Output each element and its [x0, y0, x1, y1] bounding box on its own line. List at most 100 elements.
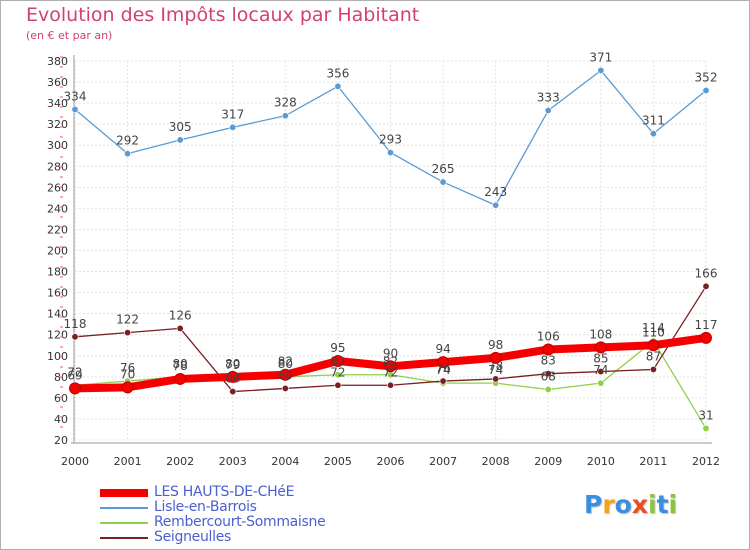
data-point: [647, 339, 660, 352]
data-point: [439, 178, 447, 186]
data-label: 82: [330, 355, 345, 369]
data-point: [281, 112, 289, 120]
data-point: [124, 329, 132, 337]
legend-swatch: [100, 507, 148, 509]
data-point: [702, 424, 710, 432]
data-point: [439, 377, 447, 385]
chart-subtitle: (en € et par an): [26, 29, 113, 42]
y-tick-label: 60: [54, 392, 68, 405]
data-point: [71, 333, 79, 341]
data-point: [281, 384, 289, 392]
x-tick-label: 2007: [429, 455, 457, 468]
data-point: [594, 341, 607, 354]
logo-letter: i: [648, 490, 657, 519]
data-label: 108: [589, 327, 612, 341]
data-label: 311: [642, 114, 665, 128]
logo-letter: x: [631, 490, 648, 519]
data-label: 305: [169, 120, 192, 134]
y-tick-label: 320: [47, 118, 68, 131]
data-point: [386, 149, 394, 157]
y-tick-label: 220: [47, 223, 68, 236]
data-label: 293: [379, 133, 402, 147]
data-point: [226, 370, 239, 383]
legend-label: Rembercourt-Sommaisne: [154, 514, 326, 530]
data-point: [279, 368, 292, 381]
data-label: 74: [435, 363, 450, 377]
legend-label: Seigneulles: [154, 529, 232, 545]
series-0: [71, 66, 710, 209]
data-point: [229, 388, 237, 396]
data-label: 82: [278, 355, 293, 369]
data-point: [597, 368, 605, 376]
data-point: [700, 331, 712, 344]
data-label: 69: [67, 368, 82, 382]
data-point: [334, 381, 342, 389]
logo-letter: i: [668, 490, 678, 519]
y-tick-label: 100: [47, 350, 68, 363]
legend-label: Lisle-en-Barrois: [154, 499, 257, 515]
x-tick-label: 2010: [587, 455, 615, 468]
logo-letter: o: [614, 490, 632, 519]
data-label: 352: [695, 70, 718, 84]
data-point: [492, 201, 500, 209]
data-label: 94: [435, 342, 450, 356]
data-point: [229, 123, 237, 131]
data-label: 66: [225, 372, 240, 386]
y-tick-label: 20: [54, 434, 68, 447]
series-3: [69, 331, 712, 395]
data-label: 80: [173, 357, 188, 371]
data-point: [121, 381, 134, 394]
data-point: [437, 356, 450, 369]
data-label: 76: [435, 361, 450, 375]
proxiti-logo: Proxiti: [584, 490, 677, 519]
y-tick-label: 260: [47, 181, 68, 194]
data-label: 317: [221, 107, 244, 121]
x-tick-label: 2008: [482, 455, 510, 468]
data-point: [489, 351, 502, 364]
data-point: [702, 86, 710, 94]
data-point: [649, 365, 657, 373]
data-point: [331, 355, 344, 368]
data-label: 78: [488, 359, 503, 373]
y-tick-label: 360: [47, 76, 68, 89]
data-label: 72: [330, 365, 345, 379]
axes: 2040608010012014016018020022024026028030…: [47, 55, 720, 468]
data-point: [492, 375, 500, 383]
data-label: 76: [120, 361, 135, 375]
y-tick-label: 160: [47, 287, 68, 300]
legend-swatch: [100, 537, 148, 539]
legend-swatch: [100, 489, 148, 497]
data-point: [542, 343, 555, 356]
data-point: [71, 105, 79, 113]
data-point: [176, 136, 184, 144]
x-tick-label: 2001: [114, 455, 142, 468]
data-label: 78: [173, 359, 188, 373]
data-label: 122: [116, 313, 139, 327]
data-label: 74: [593, 363, 608, 377]
grid-lines: [74, 60, 707, 441]
data-point: [334, 82, 342, 90]
data-label: 118: [64, 317, 87, 331]
legend-swatch: [100, 522, 148, 524]
data-label: 31: [698, 408, 713, 422]
y-tick-label: 40: [54, 413, 68, 426]
data-label: 74: [488, 363, 503, 377]
y-tick-label: 280: [47, 160, 68, 173]
data-label: 82: [383, 355, 398, 369]
data-point: [649, 130, 657, 138]
series-layer: [69, 66, 712, 432]
logo-letter: P: [584, 490, 603, 519]
data-label: 126: [169, 308, 192, 322]
data-label: 265: [432, 162, 455, 176]
x-tick-label: 2009: [534, 455, 562, 468]
data-label: 166: [695, 266, 718, 280]
y-tick-label: 300: [47, 139, 68, 152]
data-label: 334: [64, 89, 87, 103]
logo-letter: t: [656, 490, 669, 519]
data-label: 292: [116, 134, 139, 148]
data-label: 87: [646, 349, 661, 363]
data-label: 69: [278, 368, 293, 382]
data-label: 95: [330, 341, 345, 355]
